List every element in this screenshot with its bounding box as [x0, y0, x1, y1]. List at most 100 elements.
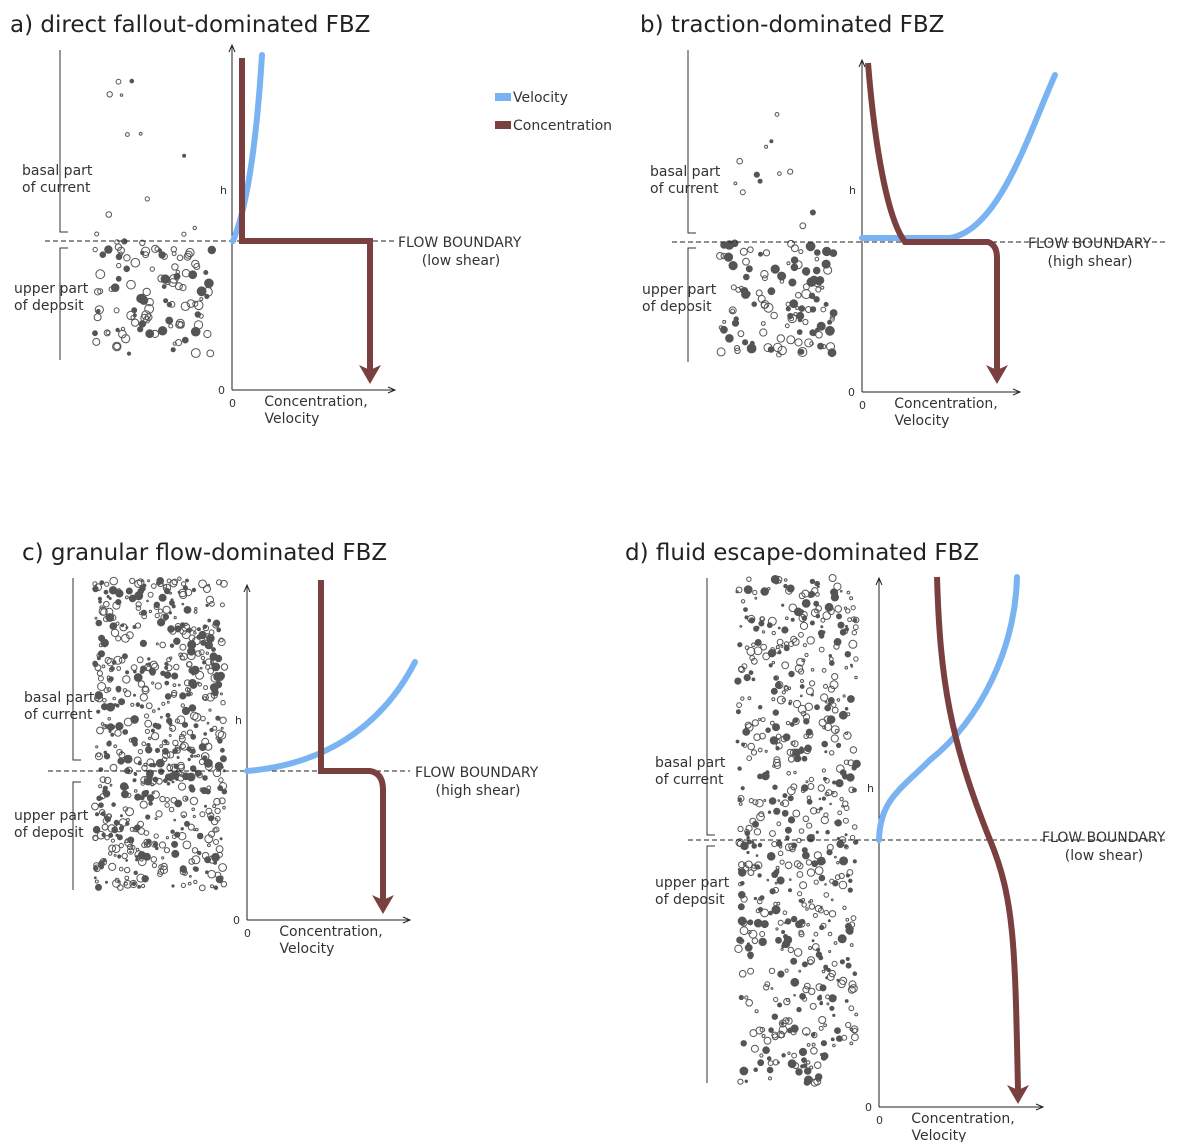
grain — [180, 644, 186, 650]
grain — [152, 682, 154, 684]
grain — [758, 748, 762, 752]
grain — [755, 1010, 758, 1013]
grain — [804, 1080, 810, 1086]
grain — [110, 784, 112, 786]
grain — [756, 855, 758, 857]
grain — [197, 635, 201, 639]
grain — [209, 709, 211, 711]
grain — [771, 688, 777, 694]
grain — [181, 704, 184, 707]
grain — [767, 879, 769, 881]
grain — [177, 255, 183, 261]
grain — [104, 754, 109, 759]
grain — [217, 628, 221, 632]
grain — [739, 798, 742, 801]
grain — [748, 968, 754, 974]
grain — [195, 608, 197, 610]
grain — [848, 696, 855, 703]
grain — [787, 998, 790, 1001]
grain — [802, 903, 806, 907]
grain — [777, 335, 784, 342]
grain — [220, 717, 226, 723]
grain — [834, 639, 841, 646]
grain — [843, 818, 848, 823]
grain — [813, 267, 820, 274]
grain — [174, 617, 176, 619]
grain — [195, 312, 200, 317]
grain — [116, 636, 121, 641]
grain — [744, 675, 750, 681]
grain — [846, 628, 849, 631]
grain — [739, 666, 744, 671]
grain — [795, 339, 802, 346]
grain — [97, 710, 100, 713]
grain — [812, 835, 814, 837]
grain — [172, 850, 179, 857]
grain — [155, 748, 159, 752]
grain — [772, 1014, 777, 1019]
grain — [167, 701, 169, 703]
grain — [188, 641, 196, 649]
grain — [194, 611, 197, 614]
grain — [782, 800, 789, 807]
grain — [204, 330, 211, 337]
grain — [819, 647, 824, 652]
grain — [798, 892, 802, 896]
grain — [199, 885, 205, 891]
grain — [158, 708, 160, 710]
grain — [774, 997, 778, 1001]
grain — [830, 751, 834, 755]
grain — [853, 972, 857, 976]
grain — [847, 591, 850, 594]
grain — [818, 343, 824, 349]
grain — [788, 796, 793, 801]
grain — [141, 314, 149, 322]
grain — [104, 601, 110, 607]
grain — [99, 803, 104, 808]
basal-label: of current — [24, 707, 93, 723]
grain — [853, 860, 856, 863]
grain — [831, 1038, 834, 1041]
grain — [800, 685, 804, 689]
grain — [97, 671, 102, 676]
grain — [164, 779, 168, 783]
grain — [748, 247, 754, 253]
deposit-label: upper part — [655, 875, 730, 891]
grain — [132, 882, 136, 886]
grain — [173, 684, 176, 687]
grain — [835, 1028, 841, 1034]
grain — [214, 620, 220, 626]
grain — [147, 772, 153, 778]
grain — [745, 996, 748, 999]
grain — [140, 796, 144, 800]
grain — [109, 852, 112, 855]
grain — [840, 797, 843, 800]
grain — [138, 886, 141, 889]
grain — [815, 705, 820, 710]
grain — [169, 612, 171, 614]
grain — [825, 884, 827, 886]
grain — [223, 806, 226, 809]
grain — [134, 790, 137, 793]
grain — [191, 712, 199, 720]
grain — [145, 720, 152, 727]
grain — [103, 699, 107, 703]
grain — [740, 626, 742, 628]
grain — [174, 664, 179, 669]
grain — [167, 579, 171, 583]
grain — [208, 246, 215, 253]
grain — [814, 601, 819, 606]
grain — [131, 703, 134, 706]
grain — [122, 853, 127, 858]
grain — [746, 1000, 753, 1007]
grain — [165, 662, 168, 665]
grain — [816, 614, 820, 618]
grain — [143, 853, 150, 860]
grain — [769, 1077, 772, 1080]
grain — [782, 931, 785, 934]
grain — [849, 1006, 854, 1011]
grain — [776, 928, 778, 930]
grain — [788, 756, 794, 762]
grain — [173, 740, 178, 745]
grain — [171, 348, 175, 352]
